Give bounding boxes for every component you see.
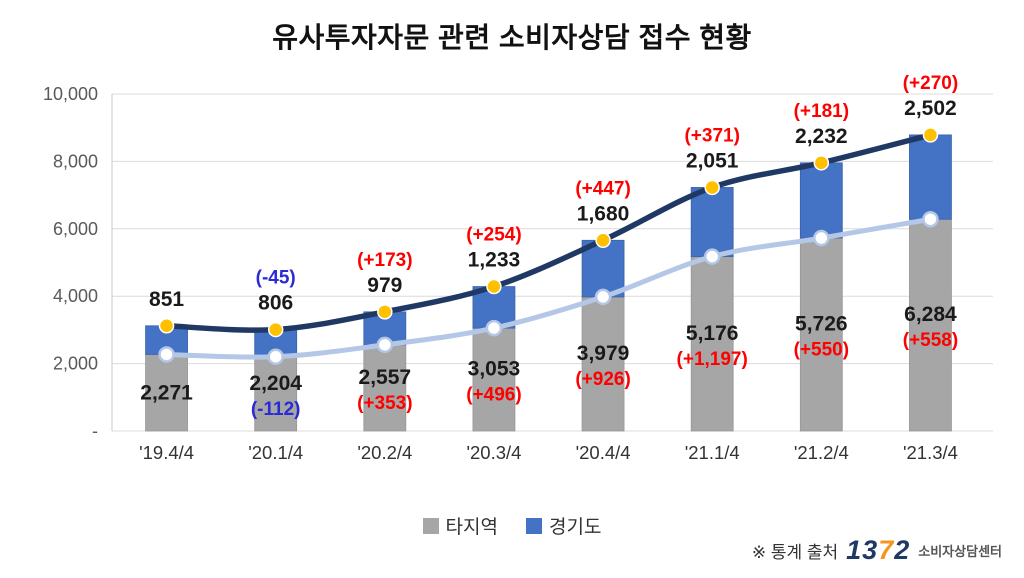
x-axis-tick-label: '20.4/4 xyxy=(576,442,631,463)
value-label-gyeonggi: 806 xyxy=(258,292,293,315)
bar-segment-gyeonggi xyxy=(909,134,952,220)
chart-legend: 타지역 경기도 xyxy=(0,512,1024,539)
change-label-gyeonggi: (+447) xyxy=(575,178,630,199)
change-label-other-region: (+1,197) xyxy=(677,349,748,370)
value-label-gyeonggi: 2,232 xyxy=(795,125,848,148)
data-point-dot-total xyxy=(377,304,393,320)
data-point-dot-total xyxy=(486,278,502,295)
source-org-label: 소비자상담센터 xyxy=(918,544,1002,559)
legend-swatch-other-region xyxy=(422,517,439,534)
bar-segment-gyeonggi xyxy=(581,239,625,298)
value-label-gyeonggi: 1,680 xyxy=(577,202,630,225)
logo-digit: 7 xyxy=(878,535,895,565)
y-axis-tick-label: 8,000 xyxy=(53,151,98,171)
value-label-other-region: 3,053 xyxy=(468,358,521,381)
data-point-dot-total xyxy=(267,321,284,338)
bar-segment-other-region xyxy=(799,237,843,432)
value-label-gyeonggi: 979 xyxy=(367,274,402,297)
x-axis-tick-label: '21.1/4 xyxy=(685,442,740,463)
value-label-gyeonggi: 2,502 xyxy=(904,97,957,120)
x-axis-tick-label: '20.3/4 xyxy=(466,442,521,463)
data-point-dot-other-region xyxy=(158,346,175,363)
y-axis-tick-label: 10,000 xyxy=(43,84,98,104)
change-label-gyeonggi: (+173) xyxy=(357,250,412,271)
change-label-gyeonggi: (+371) xyxy=(684,125,739,146)
change-label-other-region: (-112) xyxy=(251,399,301,420)
value-label-gyeonggi: 1,233 xyxy=(468,249,521,272)
change-label-gyeonggi: (+254) xyxy=(466,225,521,246)
change-label-gyeonggi: (-45) xyxy=(256,268,296,289)
logo-digit: 3 xyxy=(862,535,879,565)
bar-segment-other-region xyxy=(690,256,734,432)
data-point-dot-total xyxy=(158,318,175,334)
x-axis-tick-label: '19.4/4 xyxy=(139,442,194,463)
data-point-dot-total xyxy=(922,127,939,143)
data-point-dot-other-region xyxy=(703,248,721,265)
legend-label-other-region: 타지역 xyxy=(445,517,498,538)
legend-swatch-gyeonggi xyxy=(526,517,542,534)
value-label-other-region: 6,284 xyxy=(904,303,957,326)
source-prefix-label: ※ 통계 출처 xyxy=(751,543,839,562)
page-title: 유사투자자문 관련 소비자상담 접수 현황 xyxy=(272,22,752,53)
change-label-other-region: (+926) xyxy=(575,369,630,390)
value-label-other-region: 2,271 xyxy=(140,382,193,405)
value-label-other-region: 5,726 xyxy=(795,313,848,336)
value-label-other-region: 2,557 xyxy=(359,366,412,389)
change-label-other-region: (+550) xyxy=(794,340,849,361)
x-axis-tick-label: '21.2/4 xyxy=(794,442,849,463)
value-label-other-region: 3,979 xyxy=(577,342,630,365)
data-point-dot-other-region xyxy=(376,336,394,354)
change-label-other-region: (+496) xyxy=(466,385,521,406)
logo-1372: 1372 xyxy=(846,537,910,564)
change-label-gyeonggi: (+181) xyxy=(794,101,849,122)
data-point-dot-other-region xyxy=(267,348,284,365)
x-axis-tick-label: '21.3/4 xyxy=(903,442,958,463)
logo-digit: 2 xyxy=(894,535,911,565)
data-point-dot-total xyxy=(704,179,720,196)
trend-line-other-region xyxy=(164,216,933,360)
value-label-other-region: 5,176 xyxy=(686,322,739,345)
data-point-dot-other-region xyxy=(594,288,612,306)
change-label-other-region: (+353) xyxy=(357,393,412,414)
chart-canvas: - 2,000 4,000 6,000 8,000 10,000 2,271 851 '19.4… xyxy=(43,73,993,463)
logo-digit: 1 xyxy=(846,535,863,565)
data-point-dot-other-region xyxy=(485,319,503,337)
bar-segment-gyeonggi xyxy=(799,162,843,239)
data-point-dot-total xyxy=(595,232,611,249)
bar-segment-other-region xyxy=(363,344,407,432)
source-note: ※ 통계 출처 1372 소비자상담센터 xyxy=(752,537,1002,564)
y-axis-tick-label: 6,000 xyxy=(53,219,98,239)
y-axis-tick-label: 4,000 xyxy=(53,286,98,306)
bar-segment-gyeonggi xyxy=(690,187,734,257)
trend-line-total xyxy=(163,132,934,333)
legend-item-gyeonggi: 경기도 xyxy=(526,512,601,539)
change-label-gyeonggi: (+270) xyxy=(903,73,958,94)
x-axis-tick-label: '20.1/4 xyxy=(248,442,303,463)
change-label-other-region: (+558) xyxy=(903,330,958,351)
x-axis-tick-label: '20.2/4 xyxy=(357,442,412,463)
legend-label-gyeonggi: 경기도 xyxy=(549,517,602,538)
bar-segment-other-region xyxy=(254,356,298,432)
bar-segment-other-region xyxy=(581,296,625,432)
y-axis-tick-label: 2,000 xyxy=(53,354,98,374)
bar-segment-other-region xyxy=(145,354,188,432)
legend-item-other-region: 타지역 xyxy=(422,512,498,539)
value-label-other-region: 2,204 xyxy=(249,372,302,395)
data-point-dot-other-region xyxy=(813,229,830,247)
data-point-dot-other-region xyxy=(922,210,939,228)
bar-segment-other-region xyxy=(909,218,952,432)
y-axis-tick-label: - xyxy=(92,421,98,441)
bar-segment-other-region xyxy=(472,327,516,432)
data-point-dot-total xyxy=(813,155,830,171)
value-label-gyeonggi: 851 xyxy=(149,288,184,311)
value-label-gyeonggi: 2,051 xyxy=(686,149,739,172)
